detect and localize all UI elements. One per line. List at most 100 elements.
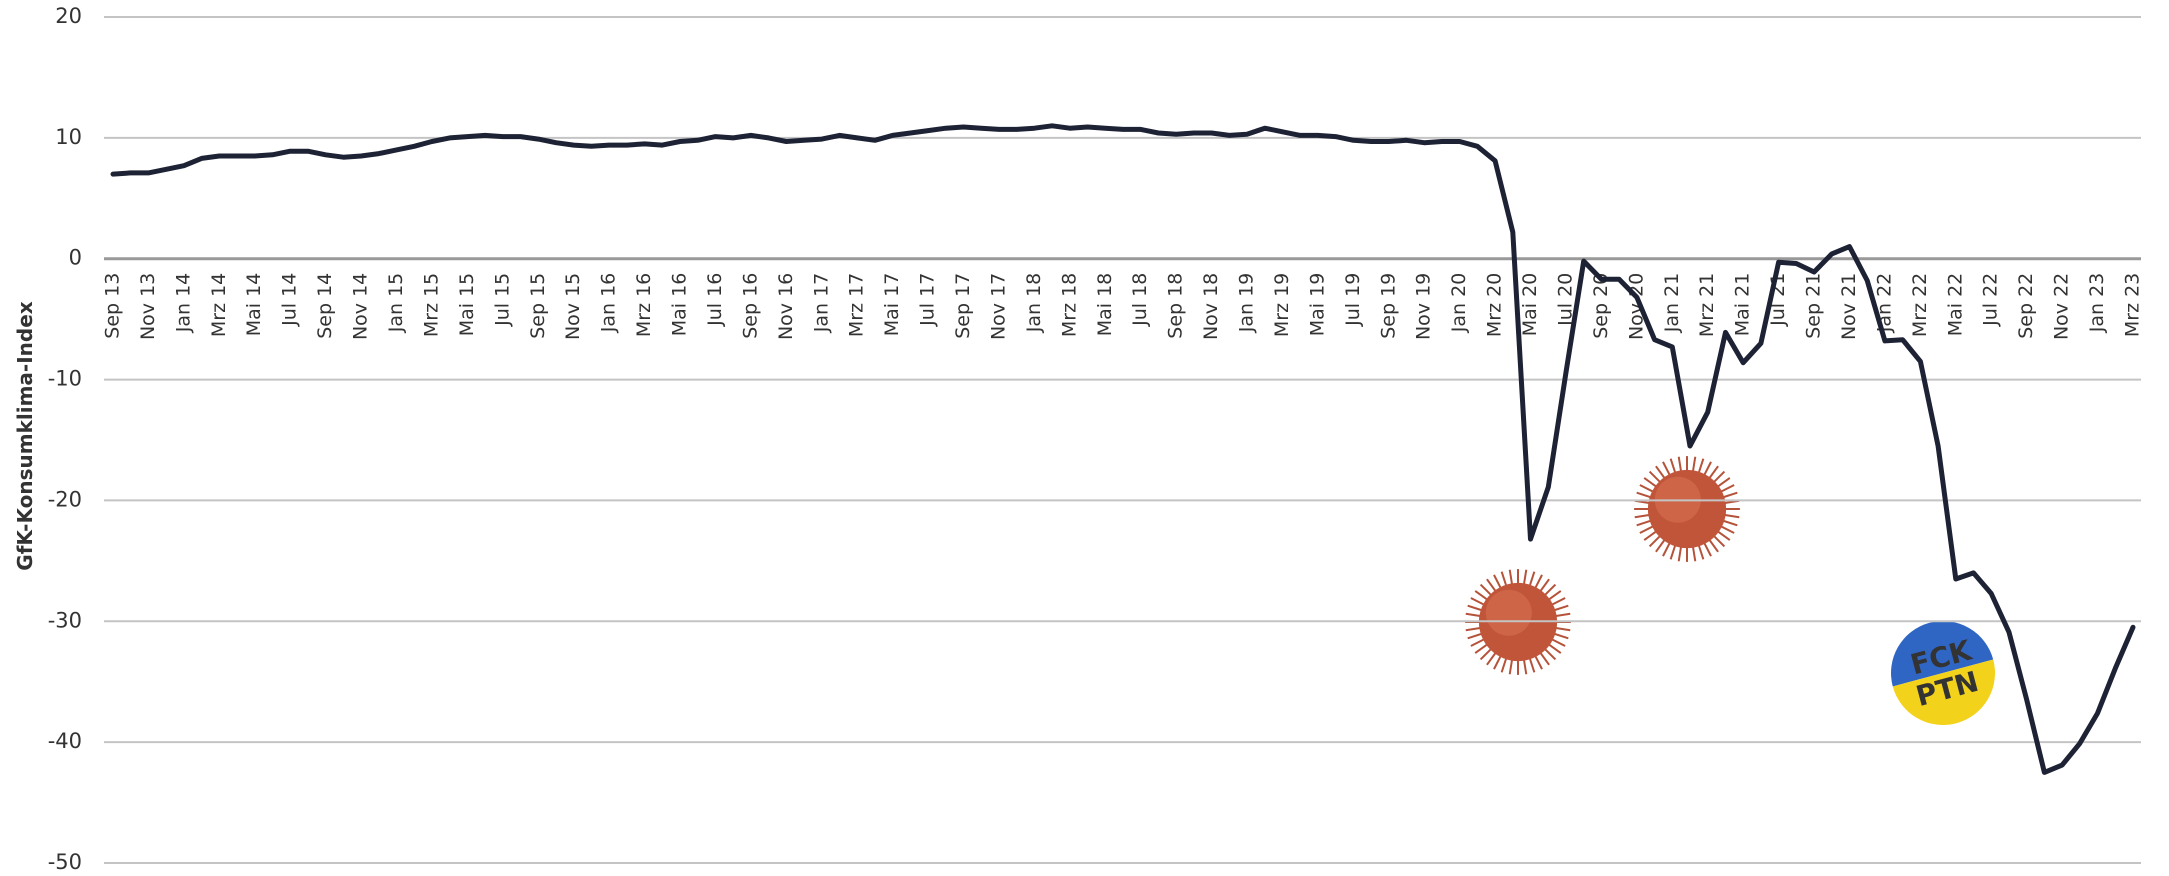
- x-tick-label: Nov 15: [562, 273, 584, 340]
- x-tick-label: Nov 13: [137, 273, 159, 340]
- virus-spike: [1697, 458, 1705, 475]
- virus-spike: [1522, 569, 1528, 586]
- y-tick-label: 0: [69, 246, 82, 270]
- x-tick-label: Mrz 20: [1484, 273, 1506, 337]
- y-tick-label: -20: [48, 487, 82, 511]
- x-tick-label: Mai 18: [1094, 273, 1116, 337]
- virus-spike: [1677, 545, 1683, 562]
- virus-spike: [1528, 656, 1536, 673]
- virus-spike: [1655, 538, 1667, 553]
- x-tick-label: Sep 15: [527, 273, 549, 339]
- virus-spike: [1636, 519, 1653, 527]
- x-tick-label: Jul 18: [1129, 273, 1151, 327]
- x-tick-label: Mai 20: [1519, 273, 1541, 337]
- virus-spike: [1648, 470, 1662, 484]
- virus-spike: [1493, 654, 1503, 670]
- virus-spike: [1479, 647, 1493, 661]
- x-tick-label: Sep 18: [1165, 273, 1187, 339]
- x-tick-label: Sep 13: [102, 273, 124, 339]
- virus-spike: [1643, 477, 1658, 489]
- virus-spike: [1719, 524, 1735, 534]
- x-tick-label: Nov 14: [350, 273, 372, 340]
- x-tick-label: Sep 22: [2015, 273, 2037, 339]
- virus-spike: [1543, 647, 1557, 661]
- data-line: [110, 123, 2136, 775]
- y-axis-label: GfK-Konsumklima-Index: [13, 301, 37, 570]
- x-tick-label: Jul 19: [1342, 273, 1364, 327]
- virus-spike: [1474, 642, 1489, 654]
- x-tick-label: Sep 19: [1377, 273, 1399, 339]
- x-tick-label: Nov 19: [1413, 273, 1435, 340]
- virus-spike: [1662, 461, 1672, 477]
- virus-spike: [1677, 456, 1683, 473]
- virus-spike: [1697, 543, 1705, 560]
- virus-spike: [1550, 597, 1566, 607]
- virus-spike: [1636, 491, 1653, 499]
- x-tick-label: Mai 15: [456, 273, 478, 337]
- virus-spike: [1648, 534, 1662, 548]
- virus-spike: [1702, 461, 1712, 477]
- x-tick-label: Jan 22: [1873, 273, 1895, 334]
- virus-spike: [1547, 590, 1562, 602]
- virus-spike: [1500, 656, 1508, 673]
- virus-spike: [1691, 456, 1697, 473]
- virus-spike: [1554, 626, 1571, 632]
- x-tick-label: Jan 15: [385, 273, 407, 334]
- x-tick-label: Nov 18: [1200, 273, 1222, 340]
- virus-spike: [1639, 524, 1655, 534]
- x-tick-label: Sep 21: [1803, 273, 1825, 339]
- virus-spike: [1702, 541, 1712, 557]
- x-tick-label: Nov 22: [2051, 273, 2073, 340]
- virus-spike: [1474, 590, 1489, 602]
- x-tick-label: Mai 19: [1306, 273, 1328, 337]
- virus-spike: [1486, 578, 1498, 593]
- x-tick-label: Mai 14: [243, 273, 265, 337]
- virus-spike: [1508, 569, 1514, 586]
- virus-spike: [1538, 578, 1550, 593]
- virus-spike: [1716, 477, 1731, 489]
- virus-spike: [1467, 632, 1484, 640]
- virus-spike: [1669, 458, 1677, 475]
- x-tick-label: Jan 18: [1023, 273, 1045, 334]
- virus-spike: [1467, 604, 1484, 612]
- virus-spike: [1470, 597, 1486, 607]
- virus-spike: [1691, 545, 1697, 562]
- x-tick-label: Mrz 19: [1271, 273, 1293, 337]
- virus-spike: [1486, 651, 1498, 666]
- virus-spike: [1721, 491, 1738, 499]
- x-tick-label: Mrz 22: [1909, 273, 1931, 337]
- x-tick-label: Jul 20: [1554, 273, 1576, 327]
- x-tick-label: Mai 22: [1944, 273, 1966, 337]
- virus-spike: [1552, 632, 1569, 640]
- x-tick-label: Mrz 15: [420, 273, 442, 337]
- y-tick-label: -40: [48, 729, 82, 753]
- y-tick-label: -30: [48, 608, 82, 632]
- x-tick-label: Nov 20: [1625, 273, 1647, 340]
- x-tick-label: Mrz 17: [846, 273, 868, 337]
- virus-spike: [1721, 519, 1738, 527]
- y-tick-label: 20: [55, 4, 82, 28]
- x-tick-label: Jul 22: [1980, 273, 2002, 327]
- virus-spike: [1669, 543, 1677, 560]
- virus-spike: [1528, 571, 1536, 588]
- virus-spike: [1634, 513, 1651, 519]
- virus-spike: [1508, 658, 1514, 675]
- x-tick-label: Jan 20: [1448, 273, 1470, 334]
- virus-spike: [1465, 626, 1482, 632]
- x-tick-label: Sep 17: [952, 273, 974, 339]
- virus-spike: [1712, 534, 1726, 548]
- virus-spike: [1538, 651, 1550, 666]
- virus-spike: [1533, 654, 1543, 670]
- x-tick-label: Sep 20: [1590, 273, 1612, 339]
- virus-spike: [1470, 637, 1486, 647]
- x-tick-label: Jan 21: [1661, 273, 1683, 334]
- virus-spike: [1479, 583, 1493, 597]
- badge-top: [1891, 621, 1994, 687]
- badge-bottom: [1892, 659, 1995, 725]
- x-tick-label: Mai 16: [669, 273, 691, 337]
- y-tick-label: 10: [55, 125, 82, 149]
- y-tick-label: -50: [48, 850, 82, 874]
- virus-spike: [1655, 465, 1667, 480]
- x-tick-label: Sep 14: [314, 273, 336, 339]
- x-tick-label: Jul 16: [704, 273, 726, 327]
